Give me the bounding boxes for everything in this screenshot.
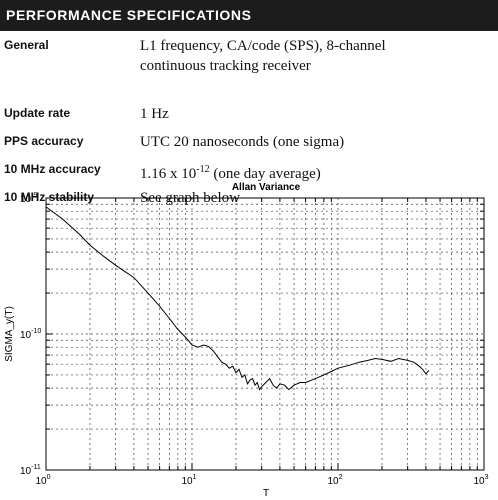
y-tick-label: 10-10 [20,328,41,341]
chart-grid [46,198,484,470]
x-axis-title: T [263,488,269,499]
spec-value-exponent: -12 [196,164,210,175]
spec-table: General L1 frequency, CA/code (SPS), 8-c… [4,38,494,206]
chart-ticks [45,197,485,471]
spec-label: PPS accuracy [4,134,84,148]
allan-variance-series-line [45,206,430,391]
y-axis-title: SIGMA_y(T) [4,306,15,362]
spec-value-text: 1.16 x 10 [140,166,197,182]
spec-value-line: continuous tracking receiver [140,58,311,74]
spec-row-update-rate: Update rate 1 Hz [4,106,494,126]
spec-label: 10 MHz accuracy [4,162,101,176]
spec-value-line: L1 frequency, CA/code (SPS), 8-channel [140,38,386,54]
spec-row-pps-accuracy: PPS accuracy UTC 20 nanoseconds (one sig… [4,134,494,154]
y-tick-label: 10-11 [20,464,41,477]
spec-label: General [4,38,49,52]
x-tick-label: 100 [35,474,50,487]
spec-value-text: (one day average) [209,166,321,182]
x-tick-label: 102 [327,474,342,487]
spec-value: 1 Hz [140,106,169,122]
spec-label: Update rate [4,106,71,120]
chart-tick-labels: 100 101 102 103 10-11 10-10 10-9 [20,192,489,487]
spec-label: 10 MHz stability [4,190,95,204]
spec-value: UTC 20 nanoseconds (one sigma) [140,134,345,150]
spec-value: L1 frequency, CA/code (SPS), 8-channel c… [140,36,470,76]
allan-variance-chart: Allan Variance 100 101 102 103 10-11 10-10 10-… [4,182,489,499]
spec-row-10mhz-accuracy: 10 MHz accuracy 1.16 x 10-12 (one day av… [4,162,494,182]
x-tick-label: 103 [473,474,488,487]
spec-value: 1.16 x 10-12 (one day average) [140,160,470,184]
spec-row-general: General L1 frequency, CA/code (SPS), 8-c… [4,38,494,78]
section-header: PERFORMANCE SPECIFICATIONS [0,0,498,31]
y-tick-label: 10-9 [20,192,37,205]
x-tick-label: 101 [181,474,196,487]
chart-title: Allan Variance [232,182,301,193]
